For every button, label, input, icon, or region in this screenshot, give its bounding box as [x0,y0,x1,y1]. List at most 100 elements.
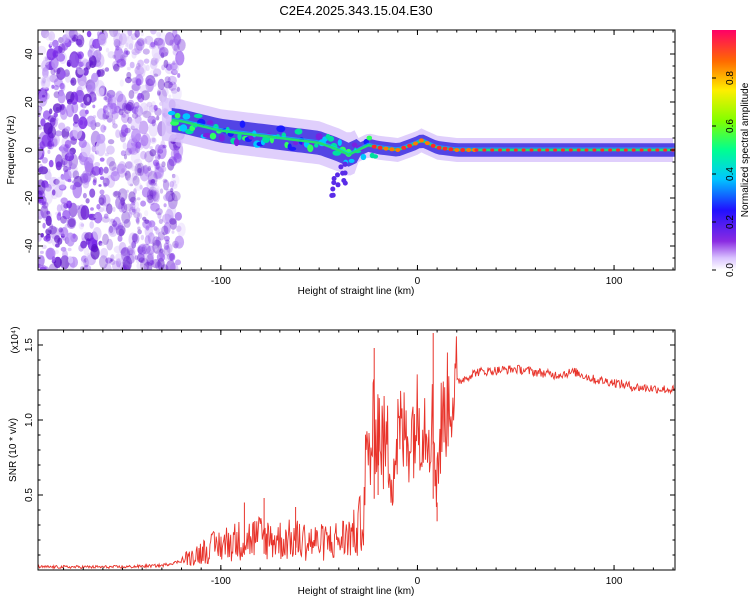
noise-blob [155,144,161,154]
noise-blob [136,262,141,269]
ridge-peak [576,148,581,152]
noise-blob [140,90,150,101]
noise-blob [159,47,166,55]
noise-blob [147,232,155,245]
noise-blob [150,30,157,35]
noise-blob [56,204,62,213]
noise-blob [175,259,181,266]
noise-blob [43,235,51,242]
noise-blob [153,171,162,179]
noise-blob [161,225,169,236]
noise-blob [109,30,119,38]
noise-blob [154,58,159,64]
noise-blob [47,140,53,150]
noise-blob [53,78,63,88]
noise-blob [172,180,177,184]
noise-blob [66,151,73,157]
noise-blob [135,67,146,79]
noise-blob [105,106,113,116]
ridge-peak [616,148,620,152]
spectrogram-marks [38,30,675,270]
noise-blob [105,257,113,264]
noise-blob [41,244,47,249]
noise-blob [157,78,165,90]
noise-blob [39,250,44,254]
noise-blob [124,172,128,176]
noise-blob [98,184,102,187]
noise-blob [164,208,174,224]
noise-blob [141,243,151,255]
noise-blob [136,218,140,225]
noise-blob [128,232,137,247]
noise-blob [173,34,181,46]
noise-blob [76,66,80,71]
noise-blob [172,30,178,38]
noise-blob [118,200,125,213]
ridge-blob [327,135,335,142]
chart-title: C2E4.2025.343.15.04.E30 [279,3,432,18]
noise-blob [149,190,156,197]
noise-blob [163,245,171,256]
noise-blob [173,148,180,158]
noise-blob [133,201,140,209]
noise-blob [47,115,57,123]
noise-blob [157,92,161,97]
noise-blob [117,235,123,242]
spectrogram-xlabel: Height of straight line (km) [298,286,415,297]
noise-blob [151,137,156,143]
noise-blob [175,225,182,232]
noise-blob [137,246,144,255]
noise-blob [128,191,136,203]
noise-blob [145,64,150,72]
ridge-blob [239,120,246,128]
noise-blob [77,73,87,87]
noise-blob [134,255,139,260]
noise-blob [92,227,102,241]
noise-blob [96,57,100,62]
noise-blob [131,165,138,172]
noise-blob [76,205,81,210]
noise-blob [107,93,114,102]
ridge-blob [193,113,203,119]
noise-blob [169,217,177,225]
ridge-peak [513,148,518,152]
noise-blob [94,122,101,128]
noise-blob [173,191,181,201]
noise-blob [147,252,155,262]
noise-blob [157,154,161,160]
ridge-peak [655,148,660,152]
noise-blob [53,44,59,52]
noise-blob [50,68,56,75]
noise-blob [113,245,124,254]
noise-blob [42,94,45,98]
noise-blob [161,64,166,71]
ridge-blob [372,154,379,159]
ridge-peak [474,148,479,152]
noise-blob [82,172,92,183]
noise-blob [157,38,165,51]
noise-blob [80,205,90,220]
noise-blob [154,163,164,179]
ridge-tail [341,178,347,183]
ridge-peak [454,148,460,152]
ridge-peak [401,145,407,150]
noise-blob [115,196,125,210]
ridge-peak [407,143,413,148]
noise-blob [155,261,163,270]
noise-blob [60,255,70,270]
noise-blob [67,247,72,252]
noise-blob [38,263,41,269]
snr-ytick-label: 1.5 [24,338,35,352]
noise-blob [124,100,128,105]
noise-blob [152,68,162,77]
noise-blob [149,59,158,70]
noise-blob [92,94,97,103]
noise-blob [48,31,56,41]
noise-blob [127,177,134,187]
noise-blob [125,189,129,193]
noise-blob [171,173,176,179]
noise-blob [134,65,145,76]
noise-blob [127,249,136,264]
ridge-tail [335,182,341,188]
noise-blob [163,222,171,235]
